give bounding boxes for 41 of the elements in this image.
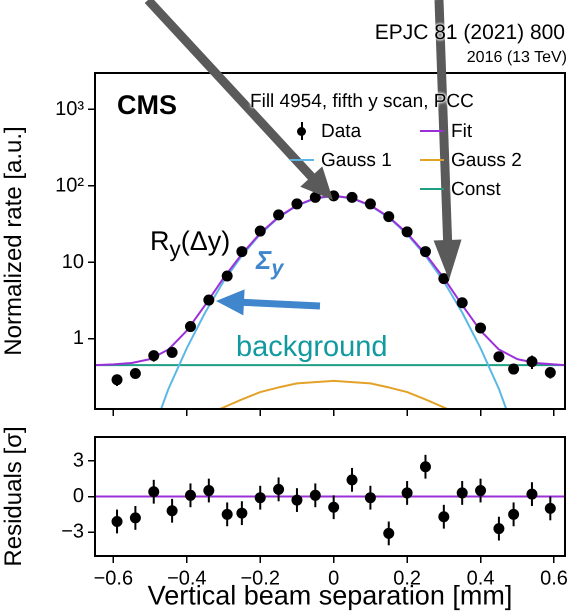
- point: [346, 192, 358, 203]
- legend-label: Fit: [451, 120, 472, 142]
- y-tick-label: 0: [72, 485, 84, 508]
- point: [456, 297, 468, 308]
- x-tick-label: 0.6: [540, 568, 568, 590]
- point: [254, 226, 266, 237]
- point: [236, 246, 248, 258]
- point: [291, 198, 302, 210]
- y-axis-title: Normalized rate [a.u.]: [0, 126, 28, 356]
- point: [420, 246, 431, 258]
- point: [184, 321, 196, 332]
- y-tick-label: 10²: [55, 174, 84, 196]
- annotation: Σ$_{y}$: [256, 245, 284, 280]
- point: [402, 226, 413, 238]
- point: [273, 209, 284, 220]
- y-tick-label: −3: [61, 520, 84, 543]
- point: [310, 192, 321, 203]
- point: [222, 270, 233, 282]
- annotation: background: [236, 331, 388, 363]
- x-tick-label: −0.6: [94, 568, 134, 590]
- y-tick-label: 1: [72, 327, 84, 350]
- y-tick-label: 3: [72, 449, 84, 472]
- point: [438, 273, 450, 284]
- annotation: CMS: [117, 90, 177, 120]
- point: [203, 294, 214, 306]
- legend-label: Gauss 2: [451, 150, 522, 170]
- point: [383, 211, 394, 222]
- text: 2016 (13 TeV): [466, 49, 567, 66]
- x-tick-label: 0.4: [466, 568, 494, 590]
- y-tick-label: 10³: [55, 98, 84, 120]
- y-tick-label: 10: [62, 250, 84, 273]
- legend-label: Gauss 1: [321, 150, 392, 170]
- legend-label: Data: [321, 120, 362, 142]
- annotation: R$_{y}$(Δy): [150, 226, 230, 262]
- legend-label: Const: [451, 178, 501, 200]
- point: [364, 198, 376, 210]
- y-axis-title: Residuals [σ]: [0, 426, 28, 567]
- point: [493, 351, 504, 362]
- x-tick-label: 0: [328, 568, 340, 590]
- point: [475, 322, 486, 334]
- point: [166, 346, 178, 358]
